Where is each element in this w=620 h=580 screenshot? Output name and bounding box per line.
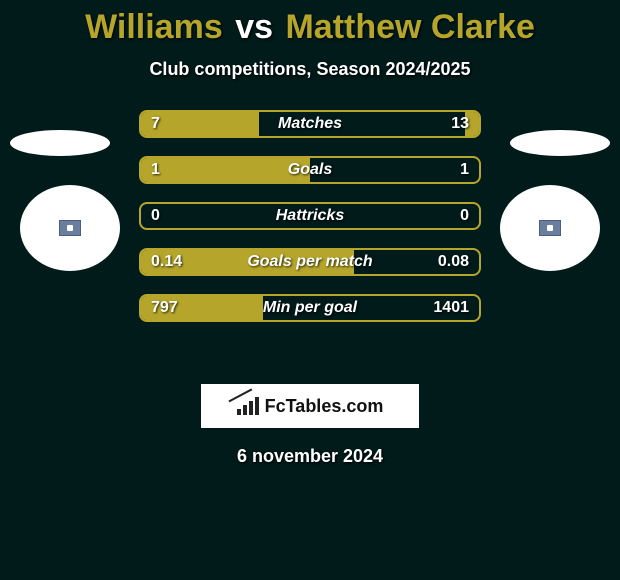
bar-value-right: 1401 [433,296,469,320]
vs-label: vs [235,8,273,46]
title-row: Williams vs Matthew Clarke [0,0,620,47]
player2-avatar [500,185,600,271]
bar-value-right: 1 [460,158,469,182]
bar-value-right: 0 [460,204,469,228]
player2-ellipse-icon [510,130,610,156]
brand-box: FcTables.com [201,384,419,428]
player1-ellipse-icon [10,130,110,156]
stat-bar: 797Min per goal1401 [139,294,481,322]
comparison-arena: 7Matches13 1Goals1 0Hattricks0 0.14Goals pe… [0,110,620,370]
stat-bar: 0.14Goals per match0.08 [139,248,481,276]
bar-label: Matches [141,112,479,136]
stat-bar: 1Goals1 [139,156,481,184]
stat-bars: 7Matches13 1Goals1 0Hattricks0 0.14Goals pe… [139,110,481,340]
placeholder-image-icon [59,220,81,236]
brand-text: FcTables.com [265,396,384,417]
bar-label: Min per goal [141,296,479,320]
bar-label: Goals [141,158,479,182]
player2-name: Matthew Clarke [285,8,534,46]
player1-name: Williams [85,8,223,46]
bar-label: Hattricks [141,204,479,228]
subtitle: Club competitions, Season 2024/2025 [0,59,620,80]
date-label: 6 november 2024 [0,446,620,467]
player1-avatar [20,185,120,271]
bar-value-right: 13 [451,112,469,136]
placeholder-image-icon [539,220,561,236]
stat-bar: 0Hattricks0 [139,202,481,230]
bar-value-right: 0.08 [438,250,469,274]
bar-label: Goals per match [141,250,479,274]
stat-bar: 7Matches13 [139,110,481,138]
fctables-logo-icon [237,397,259,415]
